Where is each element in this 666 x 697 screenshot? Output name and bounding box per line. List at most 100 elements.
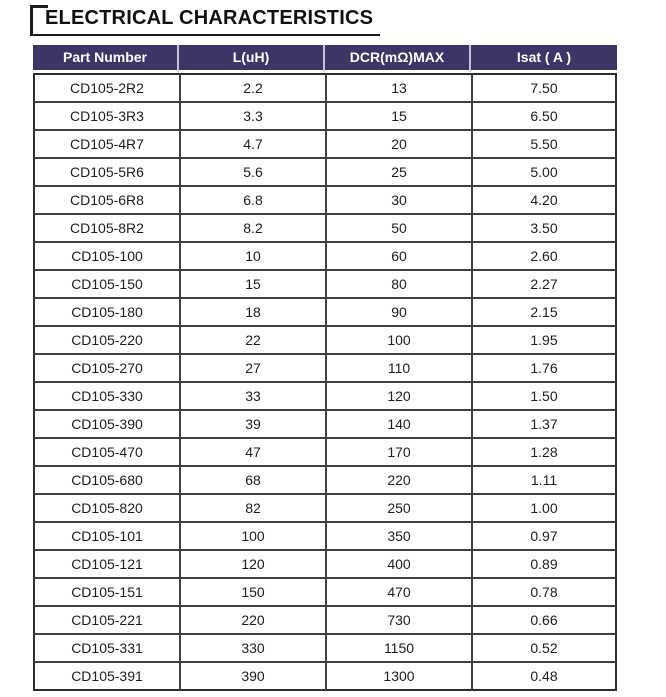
table-row: CD105-5R6 5.6 25 5.00 [33, 157, 617, 185]
cell-dcr-max: 15 [325, 101, 471, 129]
cell-inductance: 120 [179, 549, 325, 577]
cell-isat: 0.52 [471, 633, 617, 661]
cell-part-number: CD105-391 [33, 661, 179, 691]
table-row: CD105-820 82 250 1.00 [33, 493, 617, 521]
table-row: CD105-8R2 8.2 50 3.50 [33, 213, 617, 241]
cell-part-number: CD105-101 [33, 521, 179, 549]
table-row: CD105-121 120 400 0.89 [33, 549, 617, 577]
cell-part-number: CD105-150 [33, 269, 179, 297]
cell-inductance: 18 [179, 297, 325, 325]
cell-part-number: CD105-121 [33, 549, 179, 577]
table-row: CD105-470 47 170 1.28 [33, 437, 617, 465]
cell-part-number: CD105-8R2 [33, 213, 179, 241]
table-row: CD105-2R2 2.2 13 7.50 [33, 73, 617, 101]
cell-inductance: 100 [179, 521, 325, 549]
table-row: CD105-3R3 3.3 15 6.50 [33, 101, 617, 129]
electrical-characteristics-table: Part Number L(uH) DCR(mΩ)MAX Isat ( A ) … [33, 45, 617, 691]
cell-isat: 1.00 [471, 493, 617, 521]
table-row: CD105-6R8 6.8 30 4.20 [33, 185, 617, 213]
cell-part-number: CD105-2R2 [33, 73, 179, 101]
cell-inductance: 47 [179, 437, 325, 465]
cell-isat: 0.78 [471, 577, 617, 605]
cell-part-number: CD105-270 [33, 353, 179, 381]
cell-part-number: CD105-680 [33, 465, 179, 493]
table-row: CD105-330 33 120 1.50 [33, 381, 617, 409]
cell-dcr-max: 730 [325, 605, 471, 633]
cell-inductance: 4.7 [179, 129, 325, 157]
cell-dcr-max: 120 [325, 381, 471, 409]
cell-isat: 1.37 [471, 409, 617, 437]
cell-inductance: 15 [179, 269, 325, 297]
cell-isat: 4.20 [471, 185, 617, 213]
cell-isat: 5.50 [471, 129, 617, 157]
cell-isat: 1.28 [471, 437, 617, 465]
cell-dcr-max: 110 [325, 353, 471, 381]
column-header-inductance: L(uH) [179, 45, 325, 73]
cell-isat: 6.50 [471, 101, 617, 129]
cell-dcr-max: 170 [325, 437, 471, 465]
table-row: CD105-270 27 110 1.76 [33, 353, 617, 381]
cell-isat: 1.76 [471, 353, 617, 381]
cell-dcr-max: 350 [325, 521, 471, 549]
table-row: CD105-391 390 1300 0.48 [33, 661, 617, 691]
cell-isat: 7.50 [471, 73, 617, 101]
cell-inductance: 390 [179, 661, 325, 691]
cell-inductance: 39 [179, 409, 325, 437]
cell-part-number: CD105-100 [33, 241, 179, 269]
cell-part-number: CD105-151 [33, 577, 179, 605]
cell-part-number: CD105-820 [33, 493, 179, 521]
cell-part-number: CD105-221 [33, 605, 179, 633]
cell-isat: 2.60 [471, 241, 617, 269]
cell-isat: 2.27 [471, 269, 617, 297]
cell-dcr-max: 140 [325, 409, 471, 437]
cell-inductance: 150 [179, 577, 325, 605]
cell-part-number: CD105-4R7 [33, 129, 179, 157]
cell-dcr-max: 25 [325, 157, 471, 185]
section-title-block: ELECTRICAL CHARACTERISTICS [30, 5, 381, 36]
cell-dcr-max: 220 [325, 465, 471, 493]
cell-part-number: CD105-330 [33, 381, 179, 409]
table-row: CD105-151 150 470 0.78 [33, 577, 617, 605]
cell-isat: 2.15 [471, 297, 617, 325]
cell-part-number: CD105-3R3 [33, 101, 179, 129]
cell-inductance: 5.6 [179, 157, 325, 185]
cell-part-number: CD105-220 [33, 325, 179, 353]
cell-inductance: 33 [179, 381, 325, 409]
cell-isat: 3.50 [471, 213, 617, 241]
cell-dcr-max: 50 [325, 213, 471, 241]
title-corner-bracket [33, 5, 48, 8]
column-header-isat: Isat ( A ) [471, 45, 617, 73]
cell-part-number: CD105-6R8 [33, 185, 179, 213]
column-header-part-number: Part Number [33, 45, 179, 73]
cell-isat: 0.89 [471, 549, 617, 577]
cell-inductance: 22 [179, 325, 325, 353]
cell-dcr-max: 30 [325, 185, 471, 213]
cell-inductance: 8.2 [179, 213, 325, 241]
cell-dcr-max: 400 [325, 549, 471, 577]
cell-part-number: CD105-331 [33, 633, 179, 661]
cell-part-number: CD105-470 [33, 437, 179, 465]
page-title: ELECTRICAL CHARACTERISTICS [45, 7, 374, 29]
column-header-dcr-max: DCR(mΩ)MAX [325, 45, 471, 73]
table-row: CD105-220 22 100 1.95 [33, 325, 617, 353]
cell-inductance: 6.8 [179, 185, 325, 213]
cell-dcr-max: 100 [325, 325, 471, 353]
table-row: CD105-101 100 350 0.97 [33, 521, 617, 549]
cell-part-number: CD105-180 [33, 297, 179, 325]
cell-inductance: 82 [179, 493, 325, 521]
table-row: CD105-390 39 140 1.37 [33, 409, 617, 437]
cell-isat: 0.66 [471, 605, 617, 633]
cell-inductance: 10 [179, 241, 325, 269]
table-row: CD105-4R7 4.7 20 5.50 [33, 129, 617, 157]
cell-dcr-max: 13 [325, 73, 471, 101]
cell-dcr-max: 20 [325, 129, 471, 157]
cell-dcr-max: 90 [325, 297, 471, 325]
cell-isat: 0.97 [471, 521, 617, 549]
cell-dcr-max: 80 [325, 269, 471, 297]
header-row: Part Number L(uH) DCR(mΩ)MAX Isat ( A ) [33, 45, 617, 73]
table-row: CD105-100 10 60 2.60 [33, 241, 617, 269]
table-header: Part Number L(uH) DCR(mΩ)MAX Isat ( A ) [33, 45, 617, 73]
table-row: CD105-180 18 90 2.15 [33, 297, 617, 325]
cell-inductance: 330 [179, 633, 325, 661]
cell-isat: 5.00 [471, 157, 617, 185]
